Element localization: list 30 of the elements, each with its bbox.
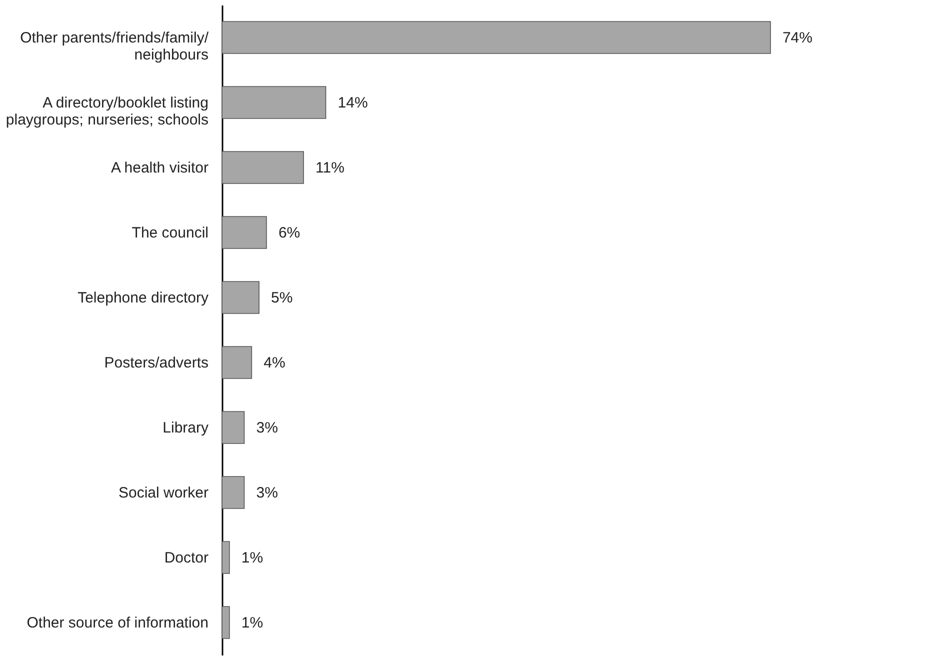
data-label: 1% (241, 550, 264, 566)
y-tick-label: Doctor (164, 550, 208, 566)
y-tick-label: A directory/booklet listing playgroups; nurseries; schools (6, 94, 208, 128)
data-label: 74% (782, 30, 812, 46)
data-label: 5% (271, 290, 293, 306)
bar (222, 216, 267, 249)
bar (222, 476, 245, 509)
bar (222, 606, 230, 639)
y-tick-label: Social worker (118, 484, 209, 502)
bar (222, 86, 326, 119)
bar (222, 346, 252, 379)
bar (222, 411, 245, 444)
y-tick-label: The council (132, 224, 208, 242)
bar (222, 281, 260, 314)
y-tick-label: Other source of information (26, 614, 208, 632)
bar (222, 541, 230, 574)
y-tick-label: A health visitor (110, 160, 208, 176)
bar (222, 151, 304, 184)
data-label: 4% (264, 354, 286, 372)
y-tick-label: Posters/adverts (104, 354, 208, 372)
data-label: 11% (316, 160, 344, 176)
y-tick-label: Library (162, 420, 209, 436)
bar (222, 21, 771, 54)
data-label: 6% (278, 224, 300, 242)
y-tick-label: Telephone directory (78, 290, 209, 306)
data-label: 3% (256, 484, 278, 502)
data-label: 3% (256, 420, 278, 436)
data-label: 1% (241, 614, 264, 632)
data-label: 14% (338, 94, 368, 112)
y-tick-label: Other parents/friends/family/ neighbours (20, 30, 210, 64)
